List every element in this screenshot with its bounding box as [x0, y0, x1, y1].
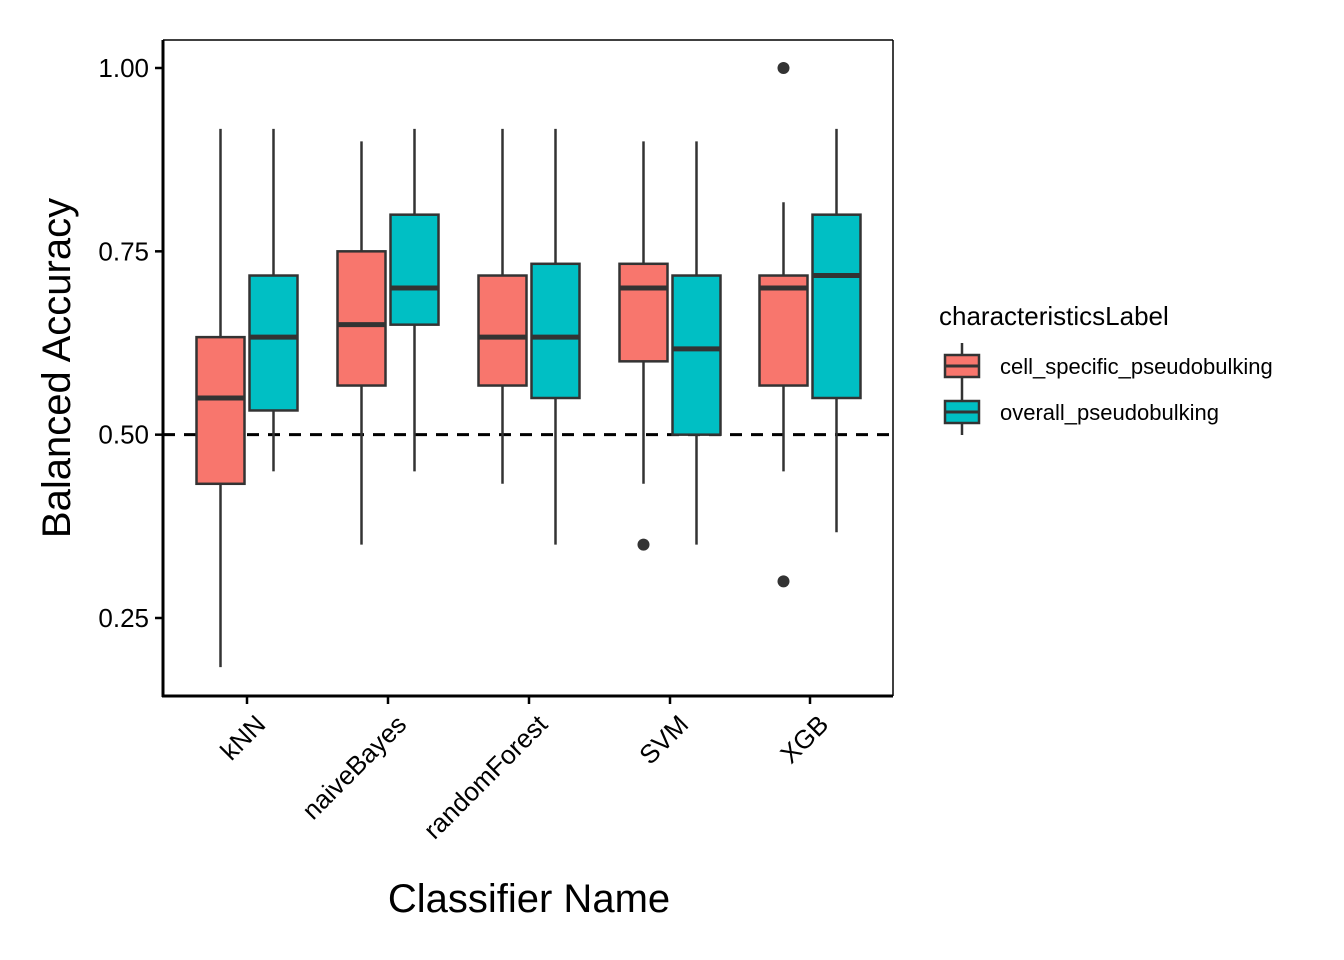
- box-body: [671, 274, 722, 436]
- box-body: [336, 250, 387, 387]
- x-tick-label: naiveBayes: [296, 709, 412, 825]
- x-tick-label: randomForest: [418, 708, 554, 844]
- x-tick-label: SVM: [633, 709, 694, 770]
- legend-label: cell_specific_pseudobulking: [1000, 354, 1273, 379]
- legend-title: characteristicsLabel: [939, 301, 1169, 331]
- box-body: [248, 274, 299, 412]
- x-axis-title: Classifier Name: [388, 877, 670, 921]
- box-body: [530, 262, 581, 400]
- box-naivebayes-overall: [389, 128, 440, 472]
- plot-marks: [163, 62, 893, 668]
- legend-item: cell_specific_pseudobulking: [943, 343, 1273, 389]
- outlier-point: [777, 62, 790, 74]
- x-tick-label: kNN: [214, 709, 271, 766]
- box-randomforest-overall: [530, 128, 581, 545]
- outlier-point: [637, 538, 650, 551]
- box-body: [618, 262, 669, 363]
- y-tick-label: 0.75: [98, 236, 149, 266]
- box-naivebayes-cell-specific: [336, 141, 387, 545]
- box-svm-cell-specific: [618, 141, 669, 551]
- box-xgb-overall: [811, 128, 862, 533]
- y-axis-ticks: 0.25 0.50 0.75 1.00: [98, 53, 163, 633]
- box-xgb-cell-specific: [758, 62, 809, 588]
- box-knn-overall: [248, 128, 299, 472]
- outlier-point: [777, 575, 790, 588]
- legend-item: overall_pseudobulking: [943, 389, 1219, 435]
- legend: characteristicsLabel cell_specific_pseud…: [939, 301, 1273, 435]
- x-axis-ticks: kNN naiveBayes randomForest SVM XGB: [214, 696, 834, 845]
- y-tick-label: 1.00: [98, 53, 149, 83]
- x-tick-label: XGB: [774, 709, 834, 769]
- box-body: [811, 213, 862, 400]
- box-body: [389, 213, 440, 326]
- y-axis-title: Balanced Accuracy: [35, 198, 79, 538]
- box-svm-overall: [671, 141, 722, 545]
- y-tick-label: 0.25: [98, 603, 149, 633]
- box-body: [758, 274, 809, 387]
- plot-frame: [161, 39, 894, 698]
- box-randomforest-cell-specific: [477, 128, 528, 484]
- box-knn-cell-specific: [195, 128, 246, 668]
- y-tick-label: 0.50: [98, 420, 149, 450]
- box-body: [477, 274, 528, 387]
- box-body: [195, 335, 246, 486]
- legend-label: overall_pseudobulking: [1000, 400, 1219, 425]
